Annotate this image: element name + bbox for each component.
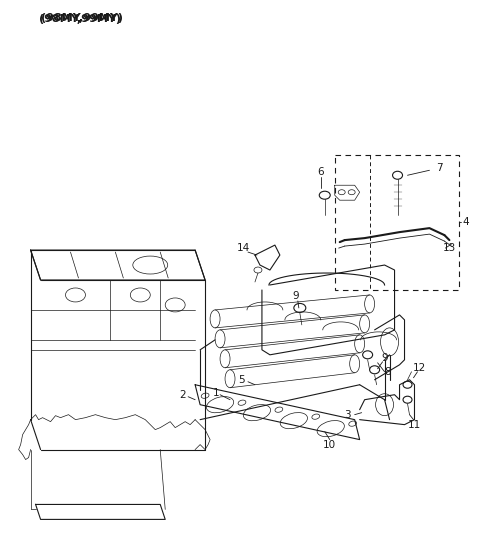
Text: 6: 6 bbox=[317, 167, 324, 177]
Text: 7: 7 bbox=[436, 163, 443, 174]
Text: 10: 10 bbox=[323, 440, 336, 450]
Text: 4: 4 bbox=[462, 217, 468, 227]
Text: (98MY,99MY): (98MY,99MY) bbox=[41, 13, 122, 23]
Text: 9: 9 bbox=[381, 353, 388, 363]
Text: 11: 11 bbox=[408, 420, 421, 430]
Text: 3: 3 bbox=[344, 410, 351, 420]
Text: 1: 1 bbox=[213, 388, 219, 398]
Text: 13: 13 bbox=[443, 243, 456, 253]
Text: (98MY,99MY): (98MY,99MY) bbox=[38, 13, 120, 23]
Text: 5: 5 bbox=[239, 375, 245, 385]
Text: 14: 14 bbox=[236, 243, 250, 253]
Text: 2: 2 bbox=[179, 389, 185, 400]
Bar bbox=[335, 155, 459, 290]
Text: 12: 12 bbox=[413, 363, 426, 373]
Text: 8: 8 bbox=[384, 367, 391, 377]
Text: 9: 9 bbox=[292, 291, 299, 301]
